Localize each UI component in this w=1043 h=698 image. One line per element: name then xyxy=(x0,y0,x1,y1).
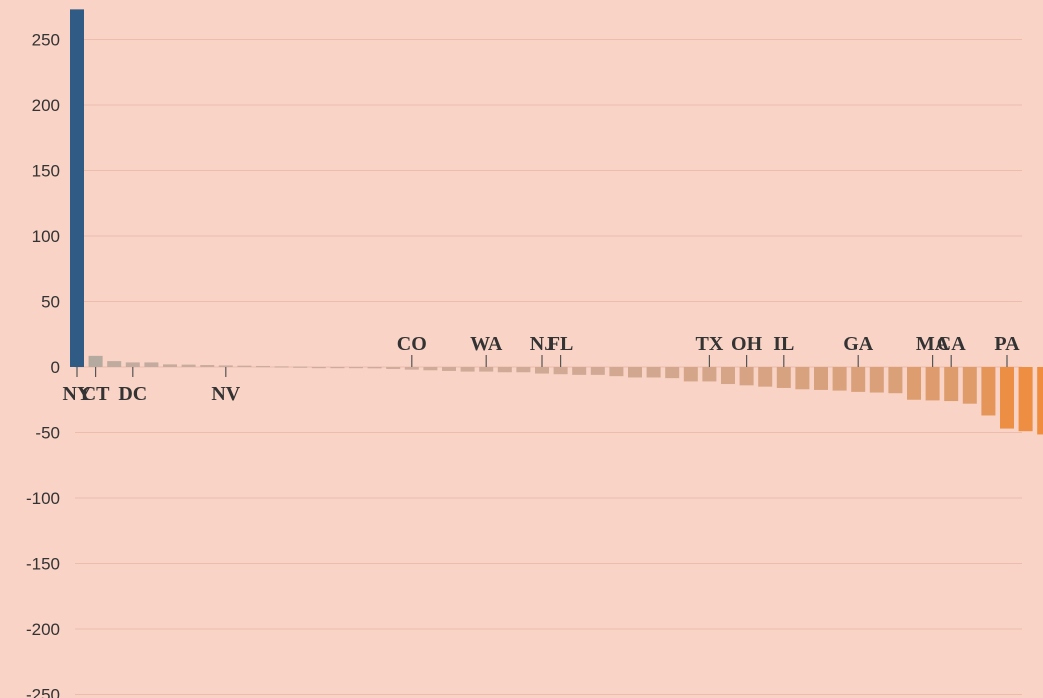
bar xyxy=(925,367,940,401)
bar xyxy=(590,367,605,375)
bars xyxy=(70,9,1043,435)
bar xyxy=(628,367,642,378)
y-tick-label: -150 xyxy=(26,555,60,574)
state-label-tx: TX xyxy=(696,333,724,355)
state-label-oh: OH xyxy=(731,333,763,355)
bar xyxy=(144,362,159,367)
y-tick-label: -200 xyxy=(26,620,60,639)
bar xyxy=(442,367,456,371)
bar xyxy=(237,365,252,367)
state-label-ca: CA xyxy=(937,333,966,355)
state-label-nj: NJ xyxy=(530,333,554,355)
y-tick-label: 50 xyxy=(41,293,60,312)
state-label-dc: DC xyxy=(118,383,147,405)
bar xyxy=(181,364,196,367)
bar xyxy=(516,367,531,373)
bar xyxy=(739,367,754,386)
y-tick-label: 150 xyxy=(32,162,60,181)
bar xyxy=(479,367,494,372)
bar xyxy=(497,367,512,373)
state-label-ct: CT xyxy=(82,383,110,405)
state-label-ga: GA xyxy=(843,333,874,355)
bar xyxy=(832,367,847,391)
bar xyxy=(125,362,140,367)
bar xyxy=(311,367,326,369)
bar xyxy=(814,367,828,390)
y-tick-label: -100 xyxy=(26,489,60,508)
state-label-nv: NV xyxy=(211,383,240,405)
state-label-wa: WA xyxy=(470,333,503,355)
bar xyxy=(163,364,177,367)
bar xyxy=(869,367,884,393)
bar xyxy=(293,366,308,368)
bar xyxy=(776,367,791,388)
bar xyxy=(386,367,401,369)
bar xyxy=(218,365,233,367)
bar xyxy=(609,367,624,377)
bar xyxy=(256,365,270,368)
bar xyxy=(330,367,345,369)
bar xyxy=(423,367,438,371)
bar xyxy=(944,367,959,402)
y-tick-label: 0 xyxy=(51,358,60,377)
bar xyxy=(962,367,977,404)
bar xyxy=(404,367,419,370)
bar xyxy=(1037,367,1043,435)
bar xyxy=(795,367,810,390)
bar xyxy=(683,367,698,382)
state-label-fl: FL xyxy=(548,333,574,355)
bar xyxy=(88,355,103,367)
bar xyxy=(721,367,735,385)
bar xyxy=(349,367,363,369)
bar xyxy=(1018,367,1033,432)
state-label-ny: NY xyxy=(63,383,92,405)
bar xyxy=(665,367,680,379)
y-axis: 250 200 150 100 50 0 -50 -100 -150 -200 -250 xyxy=(26,31,60,698)
bar xyxy=(274,366,289,368)
bar xyxy=(646,367,661,378)
bar xyxy=(200,365,215,367)
bar xyxy=(107,361,122,367)
y-tick-label: 200 xyxy=(32,96,60,115)
bar xyxy=(572,367,587,375)
bar xyxy=(758,367,773,387)
bar xyxy=(367,367,382,369)
bar xyxy=(851,367,866,392)
bar xyxy=(460,367,475,372)
bar xyxy=(888,367,903,394)
bar xyxy=(535,367,549,374)
y-tick-label: -50 xyxy=(35,424,60,443)
state-label-il: IL xyxy=(773,333,794,355)
y-tick-label: -250 xyxy=(26,686,60,698)
state-label-pa: PA xyxy=(994,333,1020,355)
bar xyxy=(1000,367,1014,429)
bar xyxy=(553,367,568,375)
state-label-co: CO xyxy=(397,333,427,355)
bar xyxy=(702,367,717,382)
state-label-ma: MA xyxy=(916,333,950,355)
bar xyxy=(981,367,996,416)
bar xyxy=(907,367,921,400)
y-tick-label: 250 xyxy=(32,31,60,50)
y-tick-label: 100 xyxy=(32,227,60,246)
bar xyxy=(70,9,84,368)
